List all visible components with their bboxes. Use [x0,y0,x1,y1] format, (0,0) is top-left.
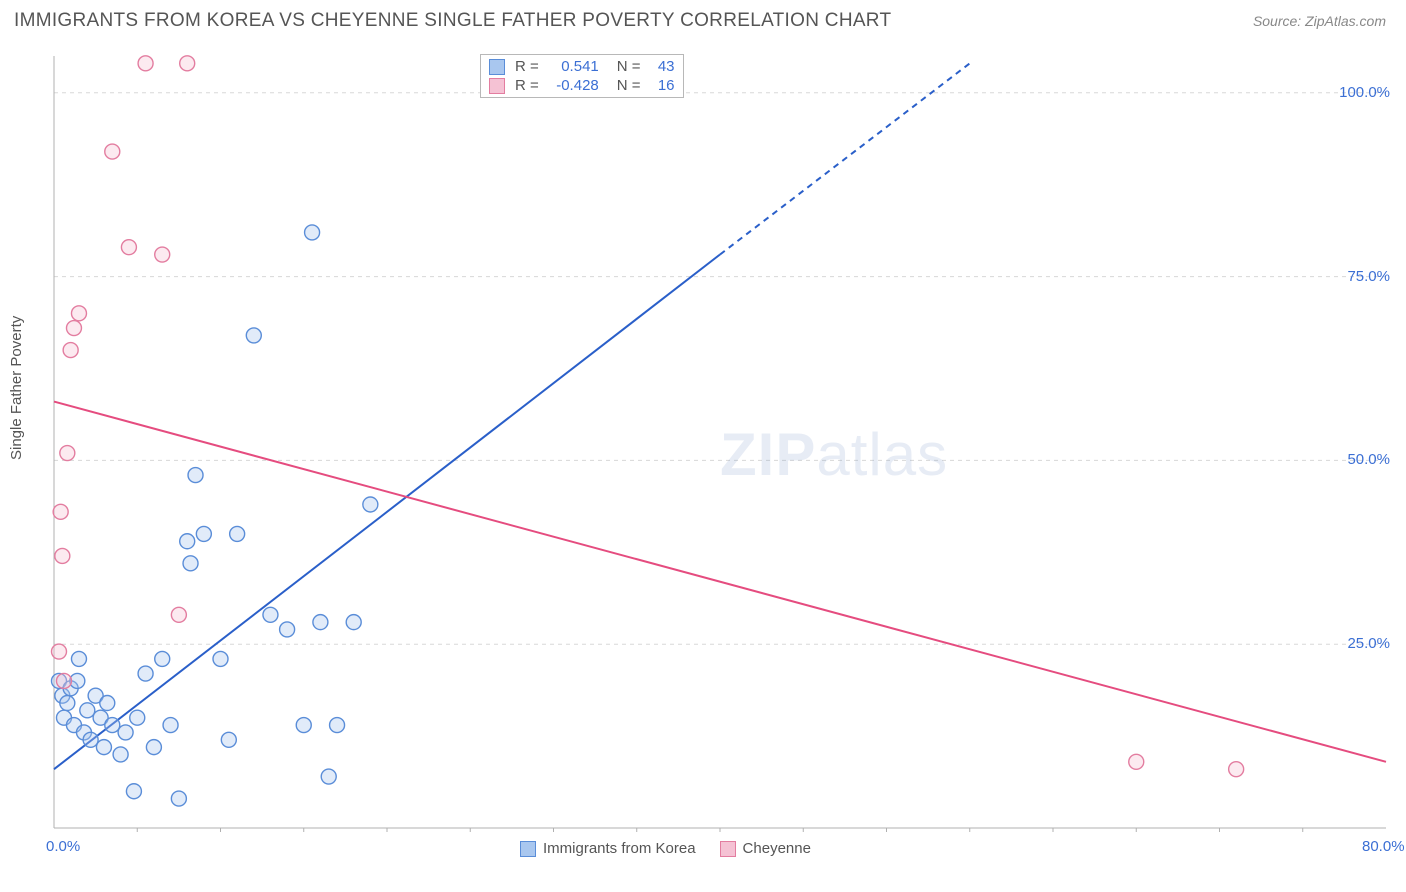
y-tick-label: 75.0% [1347,268,1390,285]
n-label: N = [617,58,641,75]
legend-swatch [520,841,536,857]
x-tick-label: 80.0% [1362,838,1405,855]
source-attribution: Source: ZipAtlas.com [1253,13,1386,29]
legend-correlation: R = 0.541 N = 43 R = -0.428 N = 16 [480,54,684,98]
y-axis-label: Single Father Poverty [8,316,25,460]
r-value: 0.541 [545,58,599,75]
legend-series-label: Immigrants from Korea [543,840,696,857]
y-tick-label: 50.0% [1347,451,1390,468]
legend-swatch [489,78,505,94]
n-label: N = [617,77,641,94]
n-value: 16 [647,77,675,94]
legend-swatch [720,841,736,857]
r-label: R = [515,58,539,75]
r-value: -0.428 [545,77,599,94]
legend-swatch [489,59,505,75]
r-label: R = [515,77,539,94]
legend-series-label: Cheyenne [743,840,811,857]
scatter-plot [50,52,1390,832]
legend-correlation-row: R = 0.541 N = 43 [489,57,675,76]
legend-series-item: Immigrants from Korea [520,840,696,857]
n-value: 43 [647,58,675,75]
y-tick-label: 100.0% [1339,84,1390,101]
header: IMMIGRANTS FROM KOREA VS CHEYENNE SINGLE… [0,0,1406,40]
y-tick-label: 25.0% [1347,635,1390,652]
chart-title: IMMIGRANTS FROM KOREA VS CHEYENNE SINGLE… [14,10,891,32]
legend-correlation-row: R = -0.428 N = 16 [489,76,675,95]
x-tick-label: 0.0% [46,838,80,855]
legend-series-item: Cheyenne [720,840,811,857]
chart-area: Single Father Poverty ZIPatlas R =0.541N… [0,40,1406,888]
legend-series: Immigrants from Korea Cheyenne [520,840,811,857]
